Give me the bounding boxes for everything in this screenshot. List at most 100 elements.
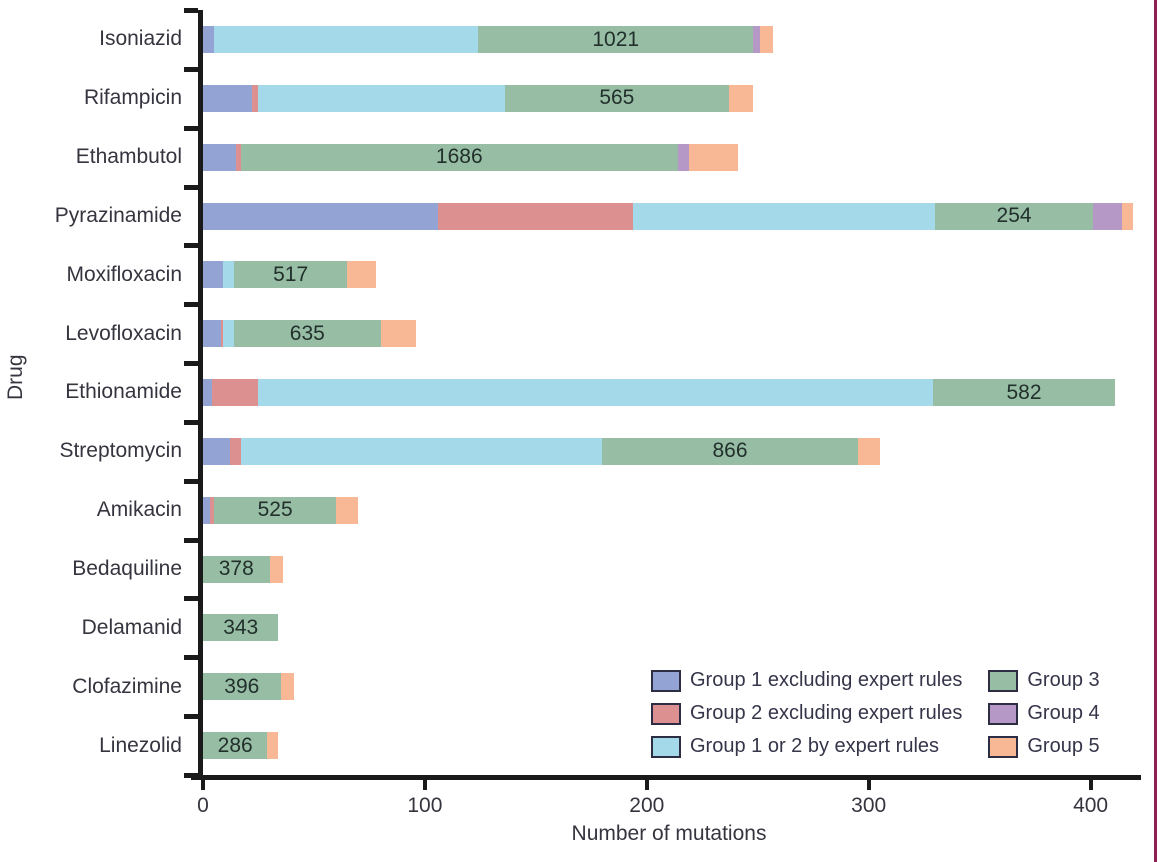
- bar-segment: [203, 320, 221, 348]
- bar-value-label: 565: [599, 86, 635, 110]
- stacked-bar: 286: [203, 732, 279, 760]
- bar-row: Levofloxacin 635: [65, 304, 1135, 363]
- bar-segment: [209, 496, 215, 524]
- bar-segment: [211, 379, 259, 407]
- bar-segment: [203, 261, 223, 289]
- y-tick: [184, 361, 198, 367]
- bar-row: Streptomycin 866: [59, 422, 1135, 481]
- legend-item: Group 1 excluding expert rules: [651, 664, 962, 697]
- plot-area: Isoniazid 1021 Rifampicin 565 Ethambutol 1686…: [55, 8, 1141, 817]
- legend-item: Group 3: [988, 664, 1100, 697]
- x-tick-label: 100: [407, 794, 443, 817]
- bar-row: Pyrazinamide 254: [55, 187, 1135, 246]
- x-tick: [422, 780, 427, 790]
- bar-segment: 517: [234, 261, 348, 289]
- y-tick: [184, 184, 198, 190]
- bar-row: Bedaquiline 378: [72, 540, 1135, 599]
- bar-row: Delamanid 343: [82, 598, 1135, 657]
- bar-segment: [203, 379, 212, 407]
- legend: Group 1 excluding expert rules Group 2 ex…: [651, 664, 1100, 763]
- bar-segment: 1021: [478, 26, 754, 53]
- drug-label: Levofloxacin: [65, 321, 182, 345]
- y-tick: [184, 419, 198, 425]
- bar-segment: [380, 320, 417, 348]
- bar-value-label: 378: [218, 557, 254, 581]
- x-tick-label: 0: [197, 794, 209, 817]
- bar-segment: [438, 202, 634, 230]
- bar-segment: [220, 320, 223, 348]
- bar-segment: [677, 143, 689, 171]
- drug-label: Ethionamide: [65, 380, 182, 404]
- y-tick: [184, 714, 198, 720]
- x-tick: [1088, 780, 1093, 790]
- drug-label: Clofazimine: [72, 674, 182, 698]
- bar-segment: [1121, 202, 1133, 230]
- bar-value-label: 286: [217, 733, 253, 757]
- bar-row: Clofazimine 396: [72, 657, 1135, 716]
- bar-row: Moxifloxacin 517: [66, 245, 1135, 304]
- bar-segment: [203, 26, 215, 53]
- y-tick: [184, 66, 198, 72]
- x-axis-title: Number of mutations: [571, 822, 767, 845]
- y-tick: [184, 8, 198, 13]
- drug-label: Pyrazinamide: [54, 203, 182, 227]
- bar-segment: [251, 84, 259, 112]
- stacked-bar: 378: [203, 555, 283, 583]
- bar-value-label: 1021: [592, 27, 640, 51]
- bar-value-label: 525: [257, 498, 293, 522]
- y-tick: [184, 478, 198, 484]
- drug-label: Delamanid: [81, 615, 182, 639]
- bar-value-label: 396: [224, 674, 260, 698]
- x-tick-label: 200: [629, 794, 665, 817]
- bar-segment: [267, 732, 279, 760]
- bar-segment: 343: [203, 614, 279, 642]
- bar-value-label: 517: [273, 262, 309, 286]
- bar-row: Linezolid 286: [99, 716, 1135, 775]
- y-tick: [184, 537, 198, 543]
- y-tick: [184, 773, 198, 778]
- drug-label: Rifampicin: [83, 86, 182, 110]
- bar-segment: [633, 202, 936, 230]
- bar-value-label: 1686: [435, 145, 483, 169]
- x-tick: [644, 780, 649, 790]
- bar-segment: [203, 84, 252, 112]
- bar-row: Amikacin 525: [97, 481, 1135, 540]
- bar-segment: [753, 26, 760, 53]
- y-tick: [184, 596, 198, 602]
- stacked-bar: 565: [203, 84, 754, 112]
- legend-column: Group 1 excluding expert rules Group 2 ex…: [651, 664, 962, 763]
- bar-segment: [857, 437, 880, 465]
- stacked-bar: 1021: [203, 26, 774, 53]
- stacked-bar: 525: [203, 496, 359, 524]
- legend-label: Group 1 or 2 by expert rules: [690, 735, 940, 757]
- bar-segment: [229, 437, 241, 465]
- bar-value-label: 635: [289, 321, 325, 345]
- bar-segment: [236, 143, 241, 171]
- bar-segment: [240, 437, 603, 465]
- bar-row: Rifampicin 565: [84, 69, 1135, 128]
- bar-row: Ethambutol 1686: [76, 128, 1135, 187]
- legend-item: Group 2 excluding expert rules: [651, 697, 962, 730]
- stacked-bar: 396: [203, 673, 294, 701]
- y-tick: [184, 125, 198, 131]
- stacked-bar: 635: [203, 320, 417, 348]
- legend-label: Group 5: [1027, 735, 1100, 757]
- panel-right-border: [1154, 0, 1157, 862]
- legend-swatch: [988, 669, 1019, 692]
- x-axis-line: [191, 775, 1141, 780]
- drug-label: Isoniazid: [99, 27, 182, 51]
- bar-value-label: 254: [996, 204, 1032, 228]
- legend-swatch: [988, 702, 1019, 725]
- stacked-bar: 582: [203, 379, 1115, 407]
- drug-label: Streptomycin: [59, 439, 182, 463]
- y-tick: [184, 243, 198, 249]
- drug-label: Amikacin: [96, 498, 182, 522]
- bar-value-label: 866: [712, 439, 748, 463]
- stacked-bar: 343: [203, 614, 279, 642]
- bar-segment: [336, 496, 359, 524]
- bar-value-label: 343: [223, 615, 259, 639]
- x-tick: [201, 780, 205, 790]
- bar-segment: [688, 143, 738, 171]
- bar-segment: [347, 261, 377, 289]
